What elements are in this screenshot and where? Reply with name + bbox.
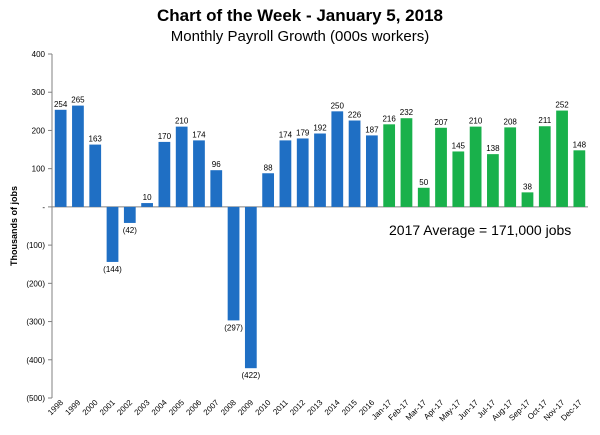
bar bbox=[175, 126, 188, 207]
data-label: 88 bbox=[264, 163, 273, 172]
bar bbox=[244, 206, 257, 369]
data-label: 10 bbox=[143, 193, 152, 202]
y-tick-label: 400 bbox=[32, 50, 46, 59]
average-annotation: 2017 Average = 171,000 jobs bbox=[389, 222, 571, 238]
data-label: 38 bbox=[523, 182, 532, 191]
data-label: 216 bbox=[382, 114, 396, 123]
data-label: 232 bbox=[400, 108, 414, 117]
bar bbox=[573, 150, 586, 207]
bar bbox=[556, 110, 568, 207]
data-label: 179 bbox=[296, 128, 310, 137]
data-label: 192 bbox=[313, 124, 327, 133]
data-label: 208 bbox=[504, 117, 518, 126]
y-tick-label: 100 bbox=[32, 165, 46, 174]
data-label: 211 bbox=[538, 116, 551, 125]
data-label: 170 bbox=[158, 132, 172, 141]
x-tick-label: 2009 bbox=[236, 398, 255, 417]
data-label: 226 bbox=[348, 111, 362, 120]
data-label: 265 bbox=[71, 96, 85, 105]
x-tick-label: 2005 bbox=[167, 398, 186, 417]
x-tick-label: 2006 bbox=[184, 398, 203, 417]
x-tick-label: 2007 bbox=[202, 398, 221, 417]
x-tick-label: 2000 bbox=[81, 398, 100, 417]
data-label: 96 bbox=[212, 160, 221, 169]
bar bbox=[487, 154, 499, 207]
y-tick-label: (300) bbox=[26, 318, 45, 327]
data-label: (297) bbox=[224, 323, 243, 332]
bar bbox=[158, 141, 171, 207]
data-label: 250 bbox=[331, 101, 345, 110]
bar bbox=[521, 192, 534, 207]
x-tick-label: 2001 bbox=[98, 398, 117, 417]
y-tick-label: (200) bbox=[26, 279, 45, 288]
bar bbox=[435, 127, 447, 207]
x-tick-label: 1998 bbox=[46, 398, 65, 417]
data-label: 210 bbox=[175, 117, 189, 126]
data-label: 174 bbox=[192, 130, 206, 139]
bar bbox=[106, 206, 119, 262]
bar bbox=[141, 203, 153, 207]
chart-subtitle: Monthly Payroll Growth (000s workers) bbox=[170, 28, 430, 45]
x-tick-label: 2014 bbox=[323, 398, 342, 417]
x-tick-label: 2008 bbox=[219, 398, 238, 417]
bar bbox=[72, 105, 84, 207]
bar bbox=[210, 170, 223, 207]
plot-area: 400 300 200 100 - (100) (200) (300) (400) (500) 25… bbox=[9, 50, 588, 423]
bar bbox=[331, 111, 344, 207]
y-tick-label: (400) bbox=[26, 356, 45, 365]
data-label: 145 bbox=[452, 141, 466, 150]
bar bbox=[54, 109, 67, 207]
x-tick-label: 2004 bbox=[150, 398, 169, 417]
bar bbox=[452, 151, 465, 207]
data-label: 207 bbox=[434, 118, 448, 127]
bar bbox=[469, 126, 482, 207]
bar bbox=[504, 127, 517, 207]
data-label: 163 bbox=[89, 135, 103, 144]
data-label: 50 bbox=[419, 178, 428, 187]
data-label: 174 bbox=[279, 130, 293, 139]
bar bbox=[314, 133, 326, 207]
bar bbox=[262, 173, 275, 207]
data-label: (144) bbox=[103, 265, 122, 274]
bar bbox=[89, 144, 102, 207]
data-label: 138 bbox=[486, 144, 500, 153]
x-tick-label: 2002 bbox=[115, 398, 134, 417]
x-tick-label: 2012 bbox=[288, 398, 307, 417]
bar bbox=[383, 124, 396, 207]
y-tick-label: (100) bbox=[26, 241, 45, 250]
x-tick-label: 2010 bbox=[254, 398, 273, 417]
x-tick-label: 1999 bbox=[63, 398, 82, 417]
data-label: (42) bbox=[123, 226, 138, 235]
bar bbox=[365, 135, 378, 207]
data-label: 252 bbox=[555, 101, 569, 110]
bar bbox=[348, 120, 361, 207]
bar bbox=[417, 187, 430, 207]
bar bbox=[227, 206, 240, 321]
x-tick-label: Jun-17 bbox=[456, 398, 480, 422]
y-axis-title: Thousands of jobs bbox=[9, 186, 19, 266]
y-tick-label: - bbox=[42, 203, 45, 212]
bar bbox=[296, 138, 309, 207]
x-tick-label: 2003 bbox=[133, 398, 152, 417]
y-tick-label: 300 bbox=[32, 88, 46, 97]
x-tick-label: 2013 bbox=[305, 398, 324, 417]
data-label: 187 bbox=[365, 125, 379, 134]
x-tick-label: 2011 bbox=[271, 398, 290, 417]
bar bbox=[538, 126, 551, 207]
data-label: 210 bbox=[469, 117, 483, 126]
bar bbox=[123, 206, 136, 223]
bar bbox=[400, 118, 413, 207]
bar bbox=[193, 140, 205, 207]
y-tick-label: 200 bbox=[32, 126, 46, 135]
chart-title: Chart of the Week - January 5, 2018 bbox=[157, 6, 443, 25]
chart-titles: Chart of the Week - January 5, 2018 Mont… bbox=[0, 6, 600, 46]
x-tick-label: 2015 bbox=[340, 398, 359, 417]
data-label: (422) bbox=[241, 371, 260, 380]
data-label: 254 bbox=[54, 100, 68, 109]
y-tick-label: (500) bbox=[26, 394, 45, 403]
bar bbox=[279, 140, 292, 207]
data-label: 148 bbox=[573, 140, 587, 149]
